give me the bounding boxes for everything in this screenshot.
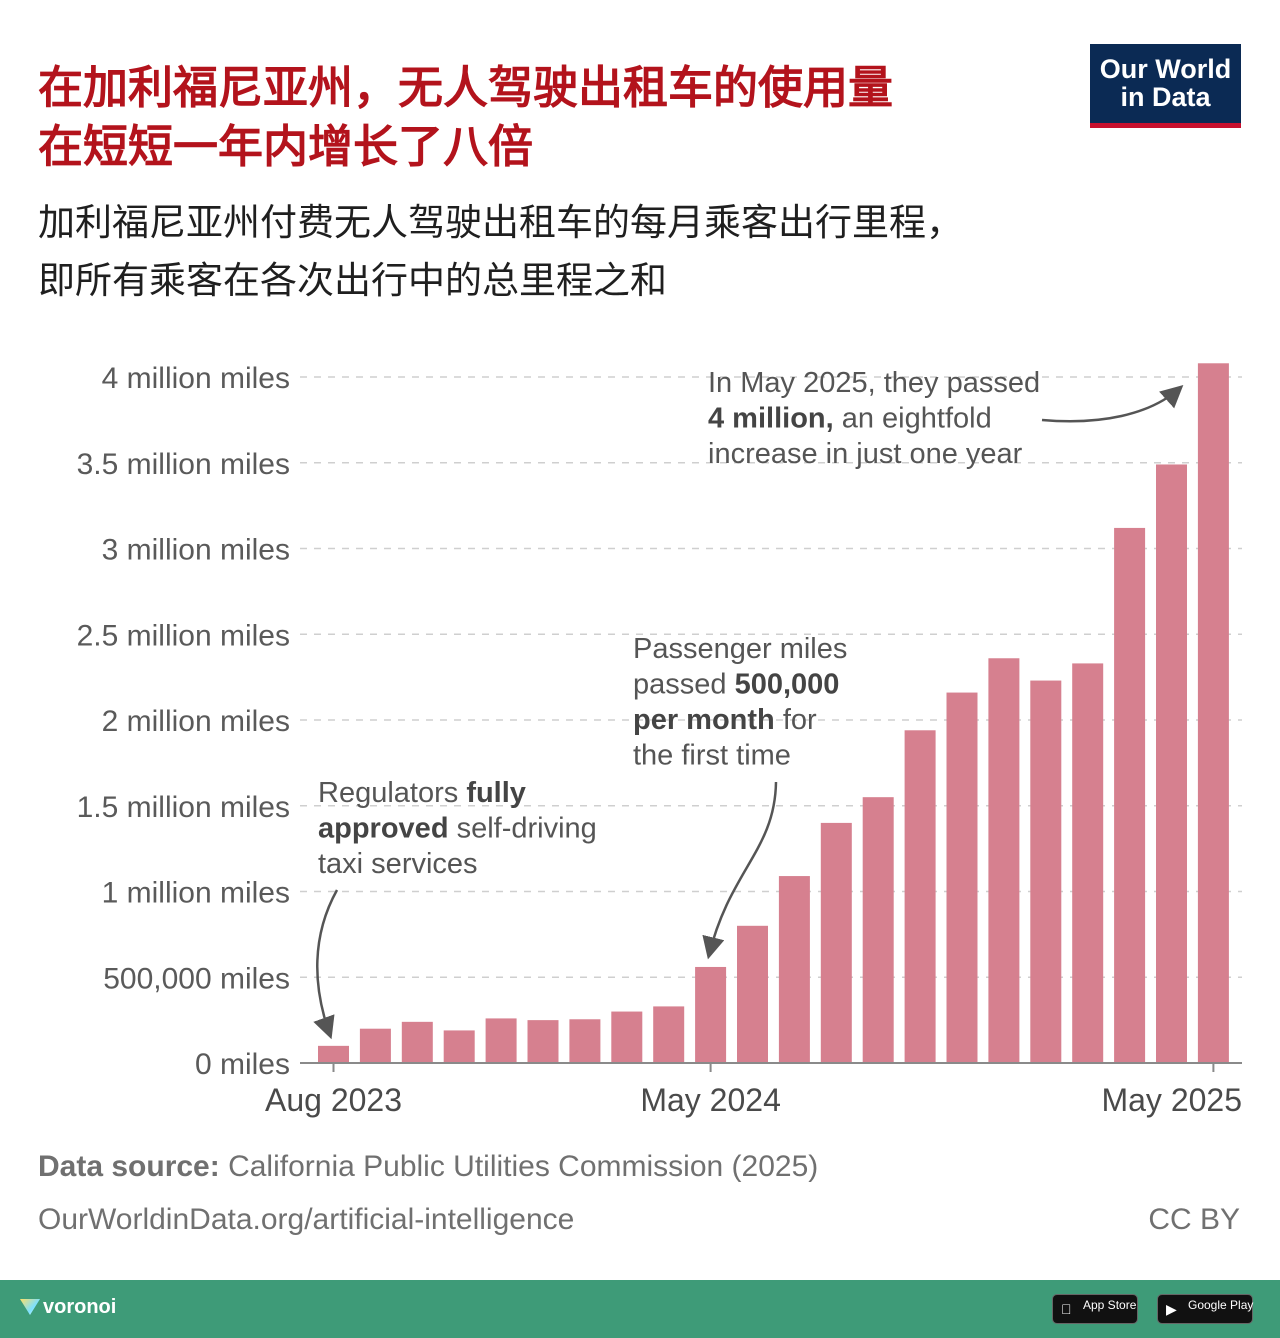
- google-play-label: Google Play: [1188, 1298, 1254, 1312]
- annotation-text: taxi services: [318, 848, 478, 880]
- arrow-500k: [702, 781, 778, 960]
- y-tick-label: 2 million miles: [102, 705, 290, 738]
- bar: [1156, 464, 1187, 1064]
- bar: [611, 1011, 643, 1063]
- annotation-line: 4 million, an eightfold: [708, 403, 992, 435]
- axes: 0 miles 500,000 miles 1 million miles 1.5 m…: [77, 362, 1242, 1118]
- annotation-text: increase in just one year: [708, 438, 1023, 470]
- y-tick-label: 1.5 million miles: [77, 791, 290, 824]
- y-tick-label: 1 million miles: [102, 877, 290, 910]
- annotation-text: 4 million,: [708, 403, 834, 435]
- source-text: California Public Utilities Commission (…: [219, 1150, 819, 1183]
- bar: [443, 1030, 475, 1063]
- bar: [1114, 527, 1146, 1063]
- voronoi-brand: voronoi: [43, 1296, 117, 1318]
- y-tick-label: 0 miles: [195, 1048, 290, 1081]
- arrow-regulators: [313, 889, 339, 1040]
- bar: [695, 966, 727, 1063]
- y-tick-label: 3 million miles: [102, 534, 290, 567]
- annotation-line: taxi services: [318, 848, 478, 880]
- annotation-text: fully: [466, 777, 526, 809]
- voronoi-logo[interactable]: voronoi: [20, 1296, 116, 1319]
- bar: [1072, 663, 1104, 1063]
- y-tick-label: 500,000 miles: [103, 962, 290, 995]
- logo-line-2: in Data: [1120, 82, 1211, 112]
- annotation-line: passed 500,000: [633, 669, 839, 701]
- bar: [988, 658, 1020, 1063]
- annotation-line: the first time: [633, 740, 791, 772]
- annotation-text: approved: [318, 813, 449, 845]
- bar: [946, 692, 978, 1063]
- bar: [904, 730, 936, 1063]
- annotation-arrows: [313, 384, 1184, 1040]
- subtitle-line-2: 即所有乘客在各次出行中的总里程之和: [38, 259, 667, 302]
- bar: [653, 1006, 685, 1063]
- bar: [737, 925, 768, 1063]
- bar: [485, 1018, 517, 1063]
- annotation-text: self-driving: [449, 813, 597, 845]
- annotation-text: Passenger miles: [633, 633, 847, 665]
- x-tick-label: May 2024: [640, 1082, 781, 1118]
- bar: [1030, 680, 1062, 1063]
- arrow-4m: [1041, 384, 1184, 423]
- annotation-text: for: [775, 704, 817, 736]
- app-store-button[interactable]:  App Store: [1052, 1294, 1138, 1324]
- bars: [318, 363, 1229, 1064]
- annotation-line: In May 2025, they passed: [708, 367, 1040, 399]
- annotation-text: 500,000: [735, 669, 840, 701]
- annotation-line: Regulators fully: [318, 777, 526, 809]
- subtitle-line-1: 加利福尼亚州付费无人驾驶出租车的每月乘客出行里程，: [38, 201, 963, 244]
- bar: [401, 1021, 433, 1063]
- annotation-text: per month: [633, 704, 775, 736]
- y-tick-label: 3.5 million miles: [77, 448, 290, 481]
- annotation-regulators: Regulators fully approved self-drivingtax…: [318, 777, 597, 880]
- bar: [527, 1020, 559, 1063]
- bar: [359, 1028, 391, 1063]
- annotation-text: an eightfold: [834, 403, 992, 435]
- logo-line-1: Our World: [1099, 54, 1232, 84]
- annotation-text: passed: [633, 669, 735, 701]
- annotation-line: Passenger miles: [633, 633, 847, 665]
- bar: [820, 822, 852, 1063]
- annotations: Regulators fully approved self-drivingtax…: [318, 367, 1040, 880]
- google-play-button[interactable]: ▶ Google Play: [1157, 1294, 1253, 1324]
- license: CC BY: [1148, 1203, 1240, 1236]
- bar: [1197, 363, 1229, 1063]
- annotation-text: Regulators: [318, 777, 466, 809]
- bar: [778, 876, 810, 1063]
- bar: [862, 797, 894, 1063]
- title-line-1: 在加利福尼亚州，无人驾驶出租车的使用量: [38, 61, 894, 114]
- app-store-label: App Store: [1083, 1298, 1137, 1312]
- title-line-2: 在短短一年内增长了八倍: [38, 120, 534, 173]
- bar: [569, 1019, 601, 1063]
- chart-subtitle: 加利福尼亚州付费无人驾驶出租车的每月乘客出行里程， 即所有乘客在各次出行中的总里…: [38, 194, 1218, 310]
- bar-chart: 0 miles 500,000 miles 1 million miles 1.5 m…: [77, 362, 1242, 1118]
- data-source: Data source: California Public Utilities…: [38, 1150, 818, 1184]
- voronoi-icon: [20, 1299, 40, 1315]
- annotation-line: approved self-driving: [318, 813, 597, 845]
- x-tick-label: May 2025: [1101, 1082, 1242, 1118]
- y-tick-label: 4 million miles: [102, 362, 290, 395]
- owid-logo[interactable]: Our World in Data: [1090, 44, 1241, 128]
- source-url[interactable]: OurWorldinData.org/artificial-intelligen…: [38, 1203, 575, 1236]
- annotation-line: per month for: [633, 704, 817, 736]
- apple-icon: : [1061, 1301, 1072, 1317]
- source-label: Data source:: [38, 1150, 220, 1183]
- chart-title: 在加利福尼亚州，无人驾驶出租车的使用量 在短短一年内增长了八倍: [38, 58, 1038, 176]
- annotation-passed-4m: In May 2025, they passed 4 million, an ei…: [708, 367, 1040, 470]
- bar: [318, 1045, 349, 1063]
- annotation-text: In May 2025, they passed: [708, 367, 1040, 399]
- x-tick-label: Aug 2023: [265, 1082, 402, 1118]
- bottom-bar: voronoi  App Store ▶ Google Play: [0, 1280, 1280, 1338]
- annotation-line: increase in just one year: [708, 438, 1023, 470]
- y-tick-label: 2.5 million miles: [77, 619, 290, 652]
- annotation-text: the first time: [633, 740, 791, 772]
- play-icon: ▶: [1166, 1301, 1177, 1317]
